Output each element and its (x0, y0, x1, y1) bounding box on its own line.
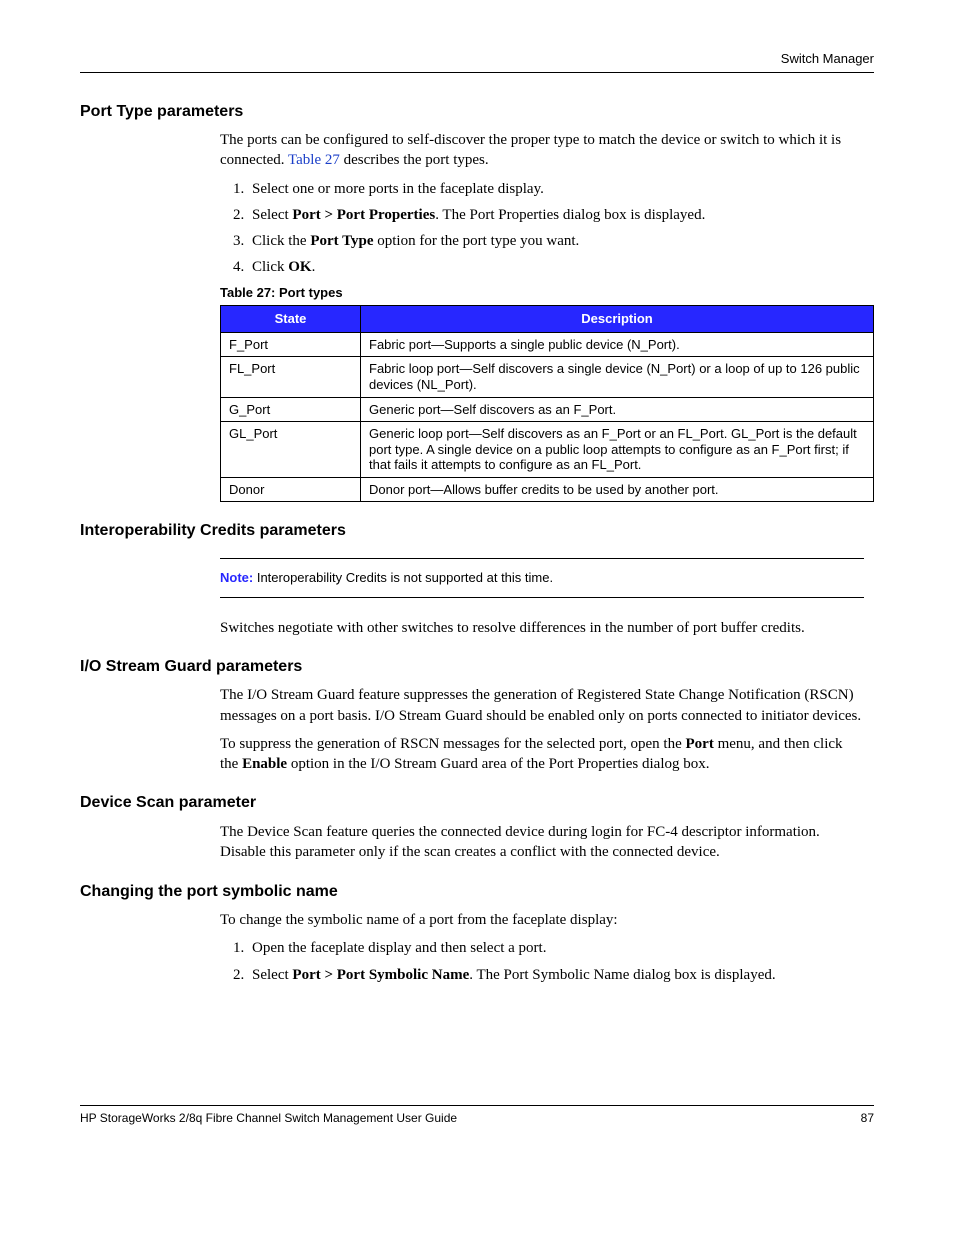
step-4: Click OK. (248, 257, 874, 277)
cell-state: FL_Port (221, 357, 361, 397)
page-number: 87 (861, 1110, 874, 1126)
footer-title: HP StorageWorks 2/8q Fibre Channel Switc… (80, 1110, 457, 1126)
table-row: FL_Port Fabric loop port—Self discovers … (221, 357, 874, 397)
port-type-steps: Select one or more ports in the faceplat… (220, 179, 874, 278)
io-stream-p2: To suppress the generation of RSCN messa… (220, 734, 864, 775)
symbolic-intro-text: To change the symbolic name of a port fr… (220, 910, 864, 930)
cell-state: F_Port (221, 332, 361, 357)
cell-state: G_Port (221, 397, 361, 422)
cell-desc: Generic port—Self discovers as an F_Port… (361, 397, 874, 422)
note-label: Note: (220, 570, 253, 585)
cell-state: GL_Port (221, 422, 361, 478)
step-2-a: Select (252, 207, 292, 223)
running-head: Switch Manager (80, 50, 874, 68)
io-p2-a: To suppress the generation of RSCN messa… (220, 736, 686, 752)
sym-s2-a: Select (252, 967, 292, 983)
sym-s2-bold: Port > Port Symbolic Name (292, 967, 469, 983)
io-stream-p1: The I/O Stream Guard feature suppresses … (220, 685, 864, 726)
heading-interop: Interoperability Credits parameters (80, 520, 874, 542)
symbolic-intro: To change the symbolic name of a port fr… (220, 910, 864, 930)
col-state: State (221, 306, 361, 333)
cell-desc: Fabric loop port—Self discovers a single… (361, 357, 874, 397)
step-1: Select one or more ports in the faceplat… (248, 179, 874, 199)
step-4-b: . (312, 259, 316, 275)
step-4-bold: OK (288, 259, 311, 275)
step-2-b: . The Port Properties dialog box is disp… (435, 207, 705, 223)
header-rule: Switch Manager (80, 50, 874, 73)
symbolic-step-1: Open the faceplate display and then sele… (248, 938, 874, 958)
interop-body: Switches negotiate with other switches t… (220, 618, 864, 638)
port-type-intro: The ports can be configured to self-disc… (220, 130, 864, 171)
footer: HP StorageWorks 2/8q Fibre Channel Switc… (80, 1105, 874, 1126)
table-27-caption: Table 27: Port types (220, 284, 874, 302)
symbolic-steps: Open the faceplate display and then sele… (220, 938, 874, 985)
note-text: Interoperability Credits is not supporte… (253, 570, 553, 585)
cell-desc: Fabric port—Supports a single public dev… (361, 332, 874, 357)
table-27-link[interactable]: Table 27 (288, 152, 340, 168)
note-block: Note: Interoperability Credits is not su… (220, 558, 864, 598)
heading-io-stream: I/O Stream Guard parameters (80, 656, 874, 678)
heading-device-scan: Device Scan parameter (80, 792, 874, 814)
io-p2-bold1: Port (686, 736, 714, 752)
col-description: Description (361, 306, 874, 333)
device-scan-paragraph: The Device Scan feature queries the conn… (220, 822, 864, 863)
heading-port-type: Port Type parameters (80, 101, 874, 123)
intro-text-2: describes the port types. (340, 152, 489, 168)
sym-s2-b: . The Port Symbolic Name dialog box is d… (469, 967, 775, 983)
step-3-b: option for the port type you want. (374, 233, 580, 249)
cell-desc: Generic loop port—Self discovers as an F… (361, 422, 874, 478)
io-p2-bold2: Enable (242, 756, 287, 772)
table-row: G_Port Generic port—Self discovers as an… (221, 397, 874, 422)
table-row: F_Port Fabric port—Supports a single pub… (221, 332, 874, 357)
step-2-bold: Port > Port Properties (292, 207, 435, 223)
cell-desc: Donor port—Allows buffer credits to be u… (361, 477, 874, 502)
step-2: Select Port > Port Properties. The Port … (248, 205, 874, 225)
step-4-a: Click (252, 259, 288, 275)
table-row: Donor Donor port—Allows buffer credits t… (221, 477, 874, 502)
device-scan-body: The Device Scan feature queries the conn… (220, 822, 864, 863)
step-3-bold: Port Type (310, 233, 373, 249)
step-3-a: Click the (252, 233, 310, 249)
symbolic-step-2: Select Port > Port Symbolic Name. The Po… (248, 965, 874, 985)
heading-symbolic: Changing the port symbolic name (80, 881, 874, 903)
step-3: Click the Port Type option for the port … (248, 231, 874, 251)
io-stream-body: The I/O Stream Guard feature suppresses … (220, 685, 864, 774)
cell-state: Donor (221, 477, 361, 502)
table-27: State Description F_Port Fabric port—Sup… (220, 305, 874, 502)
interop-paragraph: Switches negotiate with other switches t… (220, 618, 864, 638)
table-row: GL_Port Generic loop port—Self discovers… (221, 422, 874, 478)
io-p2-c: option in the I/O Stream Guard area of t… (287, 756, 709, 772)
